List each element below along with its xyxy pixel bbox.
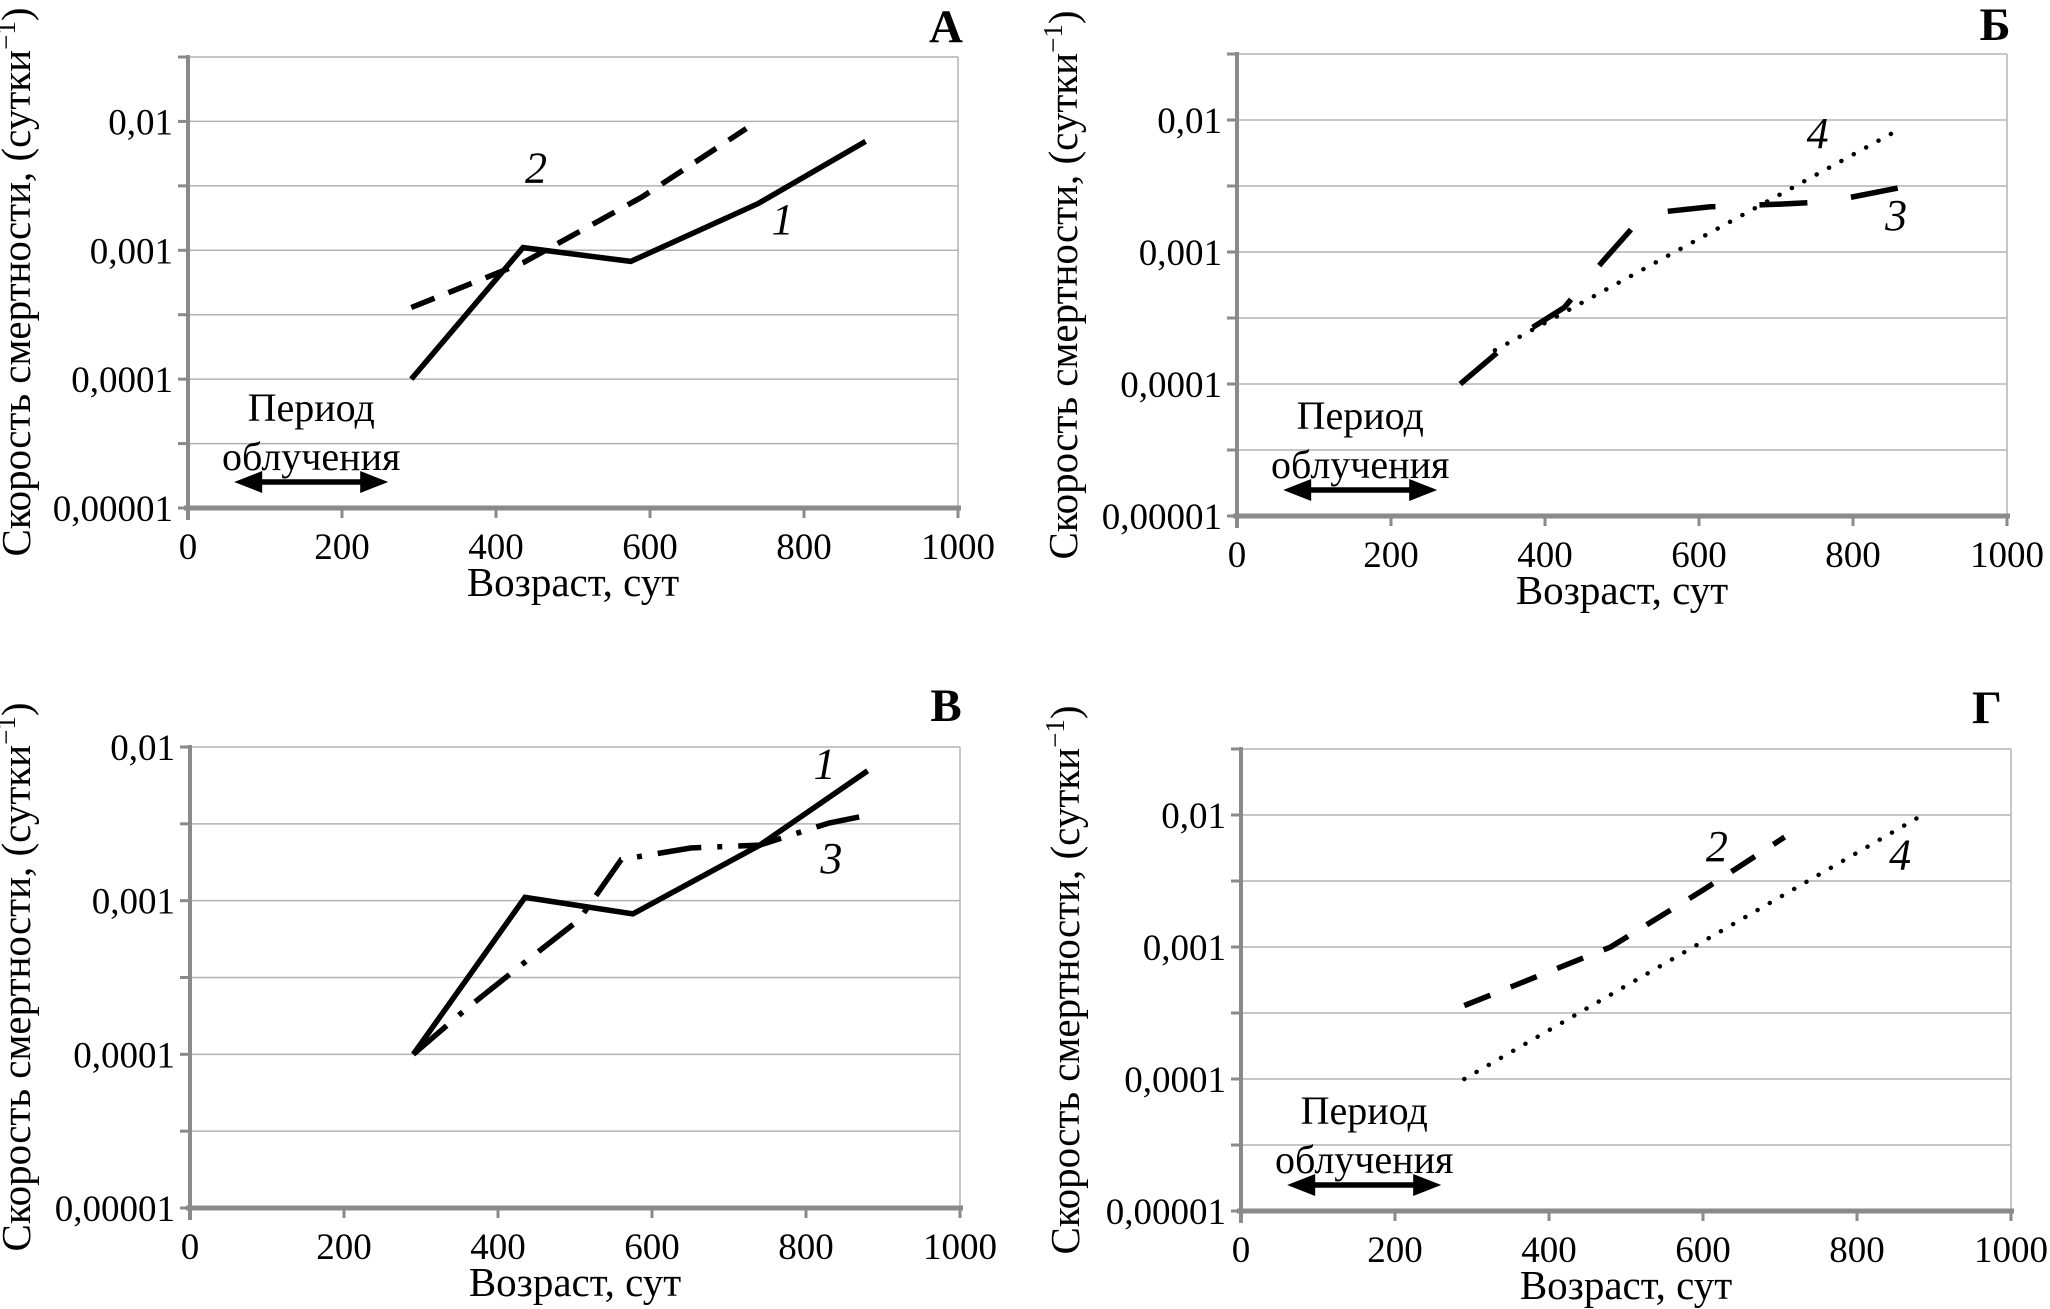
- x-tick-label: 800: [1829, 1230, 1885, 1271]
- y-tick-label: 0,0001: [73, 1035, 175, 1076]
- x-tick-label: 400: [1521, 1230, 1577, 1271]
- x-tick-label: 1000: [923, 1227, 997, 1268]
- series-4-label: 4: [1807, 109, 1829, 158]
- series-2-line: [410, 126, 748, 311]
- y-tick-label: 0,01: [110, 728, 175, 769]
- panel-letter: Г: [1972, 682, 2002, 734]
- y-tick-label: 0,00001: [53, 489, 173, 530]
- x-tick-label: 800: [1825, 535, 1881, 576]
- y-tick-label: 0,00001: [55, 1189, 175, 1230]
- series-1-label: 1: [813, 740, 835, 789]
- x-tick-label: 1000: [1970, 535, 2044, 576]
- x-axis-title: Возраст, сут: [1520, 1262, 1732, 1308]
- y-tick-label: 0,0001: [1124, 1060, 1226, 1101]
- panel-letter: А: [929, 1, 963, 53]
- x-tick-label: 200: [314, 527, 370, 568]
- panel-letter: Б: [1979, 0, 2010, 51]
- x-axis-title: Возраст, сут: [1516, 567, 1728, 613]
- x-axis-title: Возраст, сут: [469, 1259, 681, 1305]
- y-tick-label: 0,00001: [1106, 1192, 1226, 1233]
- y-tick-label: 0,0001: [1120, 365, 1222, 406]
- y-tick-label: 0,001: [1139, 233, 1222, 274]
- panel-b-chart: 0,01 0,001 0,0001 0,00001 0 200 400 600 800 1000 В…: [1025, 0, 2050, 660]
- y-tick-label: 0,01: [108, 102, 173, 143]
- y-axis-title: Скорость смертности, (сутки−1): [0, 703, 39, 1252]
- y-tick-label: 0,001: [1143, 928, 1226, 969]
- x-tick-label: 0: [1232, 1230, 1251, 1271]
- x-tick-label: 200: [316, 1227, 372, 1268]
- y-axis-title: Скорость смертности, (сутки−1): [1038, 11, 1086, 560]
- x-tick-label: 400: [470, 1227, 526, 1268]
- y-tick-label: 0,01: [1157, 101, 1222, 142]
- x-tick-label: 800: [776, 527, 832, 568]
- x-axis-title: Возраст, сут: [467, 559, 679, 605]
- y-tick-label: 0,00001: [1102, 497, 1222, 538]
- y-tick-label: 0,01: [1161, 796, 1226, 837]
- arrow-right-icon: [1413, 1174, 1442, 1196]
- panel-v-chart: 0,01 0,001 0,0001 0,00001 0 200 400 600 800 1000 В…: [0, 655, 1025, 1309]
- x-tick-label: 400: [1517, 535, 1573, 576]
- x-tick-label: 1000: [1974, 1230, 2048, 1271]
- panel-background: [0, 655, 1025, 1309]
- series-1-label: 1: [771, 195, 793, 244]
- period-label-line1: Период: [1297, 393, 1424, 438]
- panel-g-chart: 0,01 0,001 0,0001 0,00001 0 200 400 600 800 1000 В…: [1025, 655, 2050, 1309]
- series-3-label: 3: [1884, 191, 1907, 240]
- x-tick-label: 600: [1671, 535, 1727, 576]
- x-tick-label: 200: [1367, 1230, 1423, 1271]
- x-tick-label: 600: [1675, 1230, 1731, 1271]
- x-tick-label: 0: [179, 527, 198, 568]
- period-label-line2: облучения: [1275, 1137, 1453, 1182]
- x-tick-label: 600: [624, 1227, 680, 1268]
- panel-a-chart: 0,01 0,001 0,0001 0,00001 0 200 400 600 800 1000 В…: [0, 0, 1025, 660]
- arrow-right-icon: [1409, 479, 1438, 501]
- panel-letter: В: [930, 680, 961, 732]
- period-label-line1: Период: [1301, 1088, 1428, 1133]
- arrow-left-icon: [1287, 1174, 1316, 1196]
- arrow-left-icon: [234, 471, 263, 493]
- series-4-label: 4: [1889, 831, 1911, 880]
- x-tick-label: 400: [468, 527, 524, 568]
- x-tick-label: 200: [1363, 535, 1419, 576]
- y-tick-label: 0,001: [90, 231, 173, 272]
- x-tick-label: 600: [622, 527, 678, 568]
- y-axis-title: Скорость смертности, (сутки−1): [0, 8, 39, 557]
- panel-background: [1025, 655, 2050, 1309]
- series-2-label: 2: [1706, 822, 1728, 871]
- y-tick-label: 0,0001: [71, 360, 173, 401]
- arrow-right-icon: [360, 471, 389, 493]
- period-label-line1: Период: [248, 385, 375, 430]
- period-label-line2: облучения: [1271, 442, 1449, 487]
- x-tick-label: 0: [181, 1227, 200, 1268]
- series-2-line: [1463, 834, 1787, 1009]
- arrow-left-icon: [1283, 479, 1312, 501]
- y-tick-label: 0,001: [92, 882, 175, 923]
- x-tick-label: 800: [778, 1227, 834, 1268]
- period-label-line2: облучения: [222, 434, 400, 479]
- series-1-line: [411, 768, 870, 1056]
- series-3-line: [411, 812, 869, 1057]
- series-3-label: 3: [819, 834, 842, 883]
- x-tick-label: 1000: [921, 527, 995, 568]
- series-1-line: [409, 139, 867, 381]
- x-tick-label: 0: [1228, 535, 1247, 576]
- y-axis-title: Скорость смертности, (сутки−1): [1040, 706, 1088, 1255]
- panel-background: [0, 0, 1025, 655]
- series-2-label: 2: [525, 143, 547, 192]
